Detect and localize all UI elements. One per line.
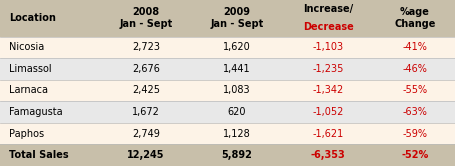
Bar	[0, 144, 455, 166]
Text: 5,892: 5,892	[221, 150, 252, 160]
Text: 1,441: 1,441	[223, 64, 250, 74]
Text: 12,245: 12,245	[127, 150, 164, 160]
Text: -1,235: -1,235	[312, 64, 343, 74]
Text: -63%: -63%	[402, 107, 426, 117]
Bar	[0, 123, 455, 144]
Bar	[0, 101, 455, 123]
Text: -1,342: -1,342	[312, 85, 343, 95]
Text: -1,103: -1,103	[312, 42, 343, 52]
Text: 1,128: 1,128	[223, 129, 250, 139]
Text: Location: Location	[9, 13, 56, 23]
Text: %age
Change: %age Change	[394, 7, 435, 29]
Text: 2,723: 2,723	[131, 42, 160, 52]
Text: -1,621: -1,621	[312, 129, 343, 139]
Text: 2,749: 2,749	[131, 129, 160, 139]
Text: -46%: -46%	[402, 64, 426, 74]
Text: 1,672: 1,672	[131, 107, 160, 117]
Text: 1,620: 1,620	[223, 42, 250, 52]
Text: -52%: -52%	[400, 150, 428, 160]
Text: Larnaca: Larnaca	[9, 85, 48, 95]
Text: 620: 620	[228, 107, 246, 117]
Text: Nicosia: Nicosia	[9, 42, 44, 52]
Text: Paphos: Paphos	[9, 129, 44, 139]
Bar	[0, 0, 455, 37]
Text: 2,676: 2,676	[131, 64, 160, 74]
Text: Decrease: Decrease	[302, 22, 353, 32]
Bar	[0, 58, 455, 80]
Bar	[0, 37, 455, 58]
Text: 1,083: 1,083	[223, 85, 250, 95]
Bar	[0, 80, 455, 101]
Text: Famagusta: Famagusta	[9, 107, 63, 117]
Text: -59%: -59%	[402, 129, 426, 139]
Text: 2,425: 2,425	[131, 85, 160, 95]
Text: -55%: -55%	[401, 85, 427, 95]
Text: Total Sales: Total Sales	[9, 150, 69, 160]
Text: -1,052: -1,052	[312, 107, 343, 117]
Text: Increase/: Increase/	[303, 4, 353, 14]
Text: -6,353: -6,353	[310, 150, 345, 160]
Text: 2009
Jan - Sept: 2009 Jan - Sept	[210, 7, 263, 29]
Text: -41%: -41%	[402, 42, 426, 52]
Text: Limassol: Limassol	[9, 64, 51, 74]
Text: 2008
Jan - Sept: 2008 Jan - Sept	[119, 7, 172, 29]
